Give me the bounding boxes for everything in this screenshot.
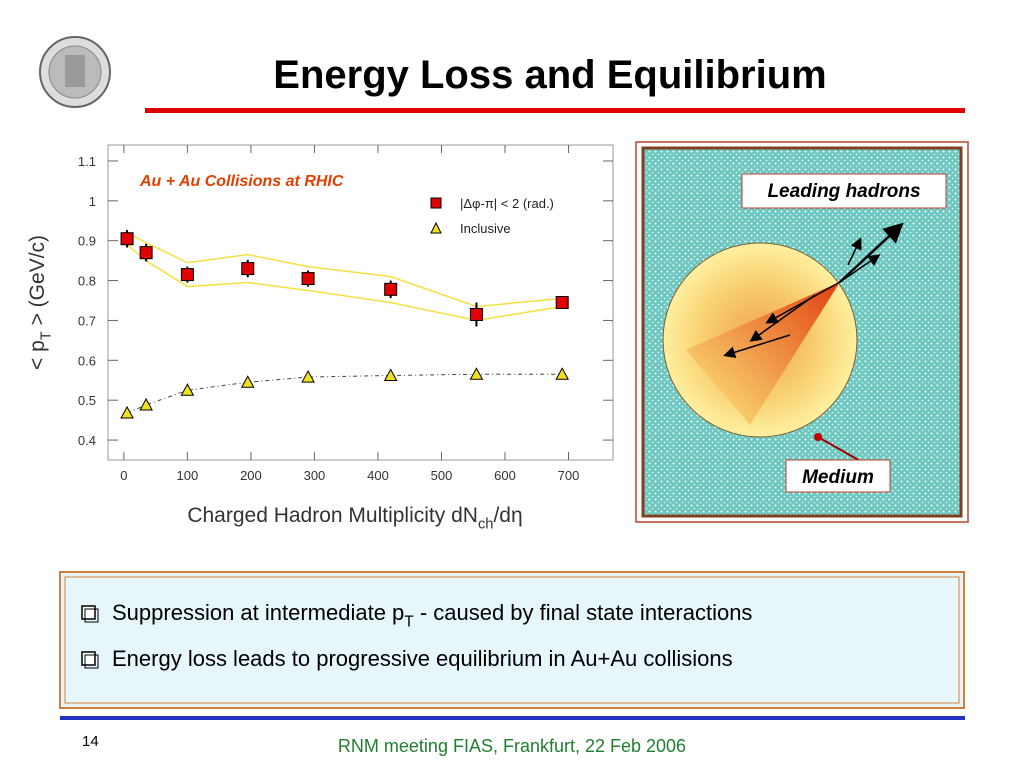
text-part: < p — [26, 340, 49, 370]
legend-marker — [430, 197, 442, 209]
text-part: Charged Hadron Multiplicity dN — [187, 504, 478, 527]
data-point — [469, 307, 483, 321]
series-line — [126, 373, 563, 414]
x-tick-label: 600 — [494, 468, 516, 483]
y-tick-label: 0.9 — [78, 234, 96, 249]
data-point — [384, 282, 398, 296]
label: Suppression at intermediate pT - caused … — [112, 600, 752, 631]
data-point — [139, 246, 153, 260]
bullet-icon — [81, 651, 96, 666]
x-tick-label: 0 — [120, 468, 127, 483]
data-point — [301, 272, 315, 286]
label: Charged Hadron Multiplicity dNch/dη — [187, 504, 522, 532]
data-point — [469, 367, 484, 380]
diagram: Leading hadrons Medium — [635, 141, 969, 523]
y-tick-label: 0.6 — [78, 353, 96, 368]
subscript: T — [38, 331, 54, 340]
data-point — [301, 370, 315, 383]
data-point — [240, 375, 255, 388]
label: < pT > (GeV/c) — [26, 235, 54, 370]
subscript: T — [404, 614, 414, 631]
x-tick-label: 300 — [304, 468, 326, 483]
text-part: Energy loss leads to progressive equilib… — [112, 646, 733, 671]
x-tick-label: 500 — [431, 468, 453, 483]
y-tick-label: 0.8 — [78, 274, 96, 289]
y-tick-label: 0.7 — [78, 313, 96, 328]
bullet-icon — [81, 605, 96, 620]
text-box — [59, 571, 965, 709]
text-part: /dη — [493, 504, 522, 527]
y-tick-label: 0.4 — [78, 433, 96, 448]
text-part: Suppression at intermediate p — [112, 600, 404, 625]
legend-label: |Δφ-π| < 2 (rad.) — [460, 196, 554, 211]
data-point — [555, 296, 569, 309]
legend-label: Inclusive — [460, 221, 511, 236]
text-box-inner — [64, 576, 960, 704]
data-point — [383, 368, 398, 381]
data-point — [180, 383, 195, 396]
plot-area — [107, 144, 614, 461]
text-part: - caused by final state interactions — [414, 600, 753, 625]
subscript: ch — [478, 516, 494, 532]
y-tick-label: 1 — [89, 194, 96, 209]
diagram-label: Leading hadrons — [767, 181, 920, 202]
bullet-icon-shadow — [84, 654, 99, 669]
x-tick-label: 400 — [367, 468, 389, 483]
data-point — [120, 232, 134, 246]
y-tick-label: 1.1 — [78, 154, 96, 169]
data-point — [241, 262, 255, 276]
diagram-label: Medium — [802, 467, 874, 488]
legend-marker — [430, 221, 442, 234]
footer-rule — [60, 716, 965, 720]
x-tick-label: 200 — [240, 468, 262, 483]
logo — [39, 36, 111, 108]
bullet-list: Suppression at intermediate pT - caused … — [81, 600, 752, 671]
text-part: > (GeV/c) — [26, 235, 49, 331]
data-point — [120, 405, 134, 419]
annotation: Au + Au Collisions at RHIC — [139, 173, 344, 190]
chart: 0 100 200 300 400 500 600 700 0.4 0.5 0.6 0.7 0.8 0.9… — [26, 144, 614, 532]
band-line — [126, 244, 563, 322]
y-tick-label: 0.5 — [78, 393, 96, 408]
label: Energy loss leads to progressive equilib… — [112, 646, 733, 671]
page-number: 14 — [82, 733, 99, 750]
slide-title: Energy Loss and Equilibrium — [273, 53, 826, 97]
data-point — [180, 268, 194, 282]
band-line — [126, 232, 563, 308]
data-point — [139, 397, 153, 411]
x-tick-label: 700 — [558, 468, 580, 483]
x-tick-label: 100 — [177, 468, 199, 483]
title-rule — [145, 108, 965, 113]
footer-text: RNM meeting FIAS, Frankfurt, 22 Feb 2006 — [338, 736, 686, 756]
data-point — [555, 367, 570, 380]
bullet-icon-shadow — [84, 608, 99, 623]
